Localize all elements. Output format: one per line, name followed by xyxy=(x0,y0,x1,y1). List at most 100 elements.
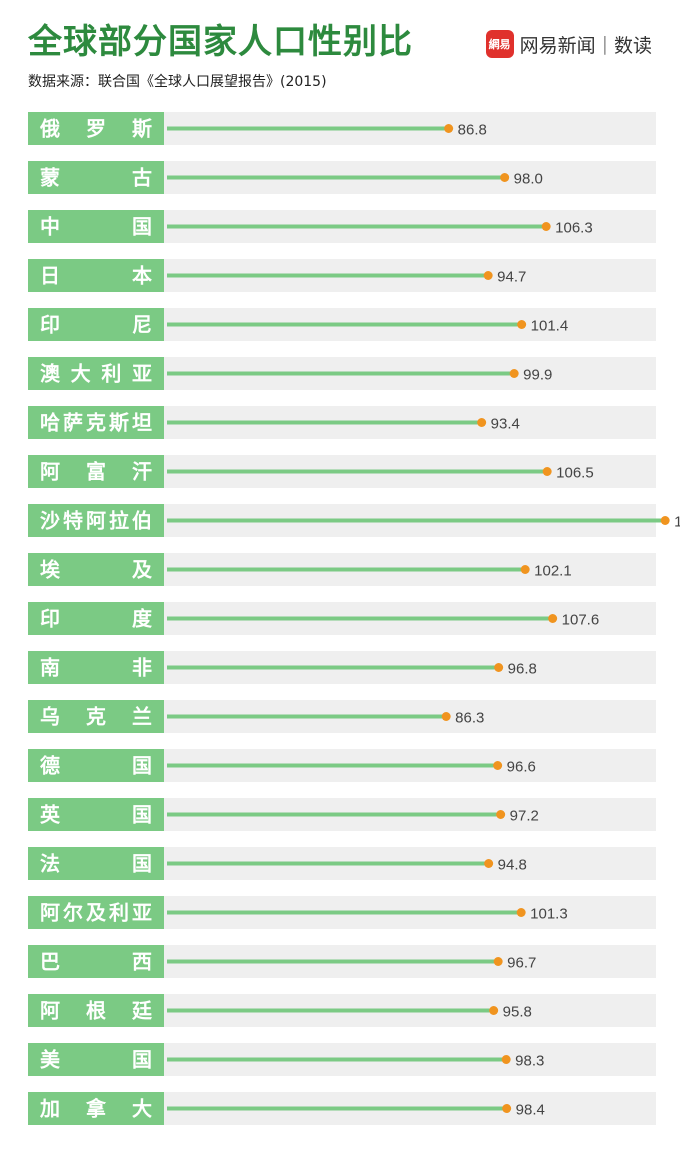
category-label-box xyxy=(28,357,164,390)
value-label: 86.8 xyxy=(458,122,487,139)
value-dot xyxy=(489,1006,499,1015)
value-bar xyxy=(167,763,498,768)
value-dot xyxy=(542,467,552,476)
value-dot xyxy=(496,810,506,819)
value-label: 95.8 xyxy=(503,1004,532,1021)
value-label: 130.1 xyxy=(674,514,680,531)
value-label: 96.8 xyxy=(508,661,537,678)
value-bar xyxy=(167,910,522,915)
value-dot xyxy=(477,418,487,427)
brand-divider: | xyxy=(601,33,608,55)
value-bar xyxy=(167,616,553,621)
category-label-box xyxy=(28,112,164,145)
category-label-box xyxy=(28,161,164,194)
value-dot xyxy=(502,1104,512,1113)
category-label-box xyxy=(28,553,164,586)
value-dot xyxy=(501,1055,511,1064)
value-bar xyxy=(167,812,501,817)
value-bar xyxy=(167,469,548,474)
value-dot xyxy=(484,859,494,868)
value-bar xyxy=(167,1106,507,1111)
value-dot xyxy=(516,908,526,917)
category-label: 乌克兰 xyxy=(40,705,152,729)
value-label: 97.2 xyxy=(510,808,539,825)
category-label-box xyxy=(28,847,164,880)
data-source: 数据来源：联合国《全球人口展望报告》(2015) xyxy=(28,74,327,90)
category-label: 哈萨克斯坦 xyxy=(40,411,152,435)
value-label: 93.4 xyxy=(491,416,520,433)
value-dot xyxy=(520,565,530,574)
category-label-box xyxy=(28,1092,164,1125)
value-dot xyxy=(483,271,493,280)
value-bar xyxy=(167,273,489,278)
value-label: 98.3 xyxy=(515,1053,544,1070)
category-label: 沙特阿拉伯 xyxy=(40,509,152,533)
value-label: 101.4 xyxy=(531,318,569,335)
value-bar xyxy=(167,420,482,425)
value-label: 98.0 xyxy=(514,171,543,188)
brand-logo: 網易 网易新闻 | 数读 xyxy=(485,30,652,58)
category-label: 阿富汗 xyxy=(40,460,152,484)
category-label-box xyxy=(28,259,164,292)
category-label-box xyxy=(28,1043,164,1076)
category-label-box xyxy=(28,700,164,733)
value-dot xyxy=(493,957,503,966)
category-label: 阿根廷 xyxy=(40,999,153,1023)
value-bar xyxy=(167,518,666,523)
category-label-box xyxy=(28,455,164,488)
value-label: 99.9 xyxy=(523,367,552,384)
value-dot xyxy=(660,516,670,525)
value-bar xyxy=(167,959,499,964)
value-label: 96.7 xyxy=(507,955,536,972)
category-label: 阿尔及利亚 xyxy=(40,901,152,925)
value-dot xyxy=(517,320,527,329)
value-bar xyxy=(167,371,515,376)
value-label: 106.3 xyxy=(555,220,593,237)
value-dot xyxy=(444,124,454,133)
value-label: 102.1 xyxy=(534,563,572,580)
value-bar xyxy=(167,714,447,719)
value-dot xyxy=(494,663,504,672)
category-label-box xyxy=(28,896,164,929)
category-label-box xyxy=(28,798,164,831)
value-label: 94.8 xyxy=(498,857,527,874)
value-dot xyxy=(541,222,551,231)
category-label-box xyxy=(28,994,164,1027)
value-label: 98.4 xyxy=(516,1102,545,1119)
value-bar xyxy=(167,1057,507,1062)
category-label: 俄罗斯 xyxy=(39,117,152,141)
value-bar xyxy=(167,126,449,131)
category-label-box xyxy=(28,210,164,243)
value-label: 101.3 xyxy=(530,906,568,923)
category-label-box xyxy=(28,308,164,341)
category-label: 加拿大 xyxy=(39,1097,152,1121)
category-label-box xyxy=(28,749,164,782)
value-dot xyxy=(493,761,503,770)
category-label-box xyxy=(28,945,164,978)
value-dot xyxy=(548,614,558,623)
value-bar xyxy=(167,861,489,866)
category-label-box xyxy=(28,504,164,537)
value-label: 96.6 xyxy=(507,759,536,776)
value-label: 107.6 xyxy=(562,612,600,629)
value-bar xyxy=(167,1008,494,1013)
value-bar xyxy=(167,175,505,180)
value-label: 106.5 xyxy=(556,465,594,482)
category-label-box xyxy=(28,406,164,439)
category-label-box xyxy=(28,651,164,684)
category-label-box xyxy=(28,602,164,635)
value-dot xyxy=(509,369,519,378)
value-bar xyxy=(167,567,526,572)
value-label: 94.7 xyxy=(497,269,526,286)
value-dot xyxy=(441,712,451,721)
value-dot xyxy=(500,173,510,182)
value-bar xyxy=(167,322,522,327)
page-title: 全球部分国家人口性别比 xyxy=(28,22,413,62)
value-bar xyxy=(167,665,499,670)
value-label: 86.3 xyxy=(455,710,484,727)
brand-section: 数读 xyxy=(613,34,652,57)
value-bar xyxy=(167,224,547,229)
netease-badge-icon: 網易 xyxy=(485,30,514,58)
brand-name: 网易新闻 xyxy=(519,34,596,57)
